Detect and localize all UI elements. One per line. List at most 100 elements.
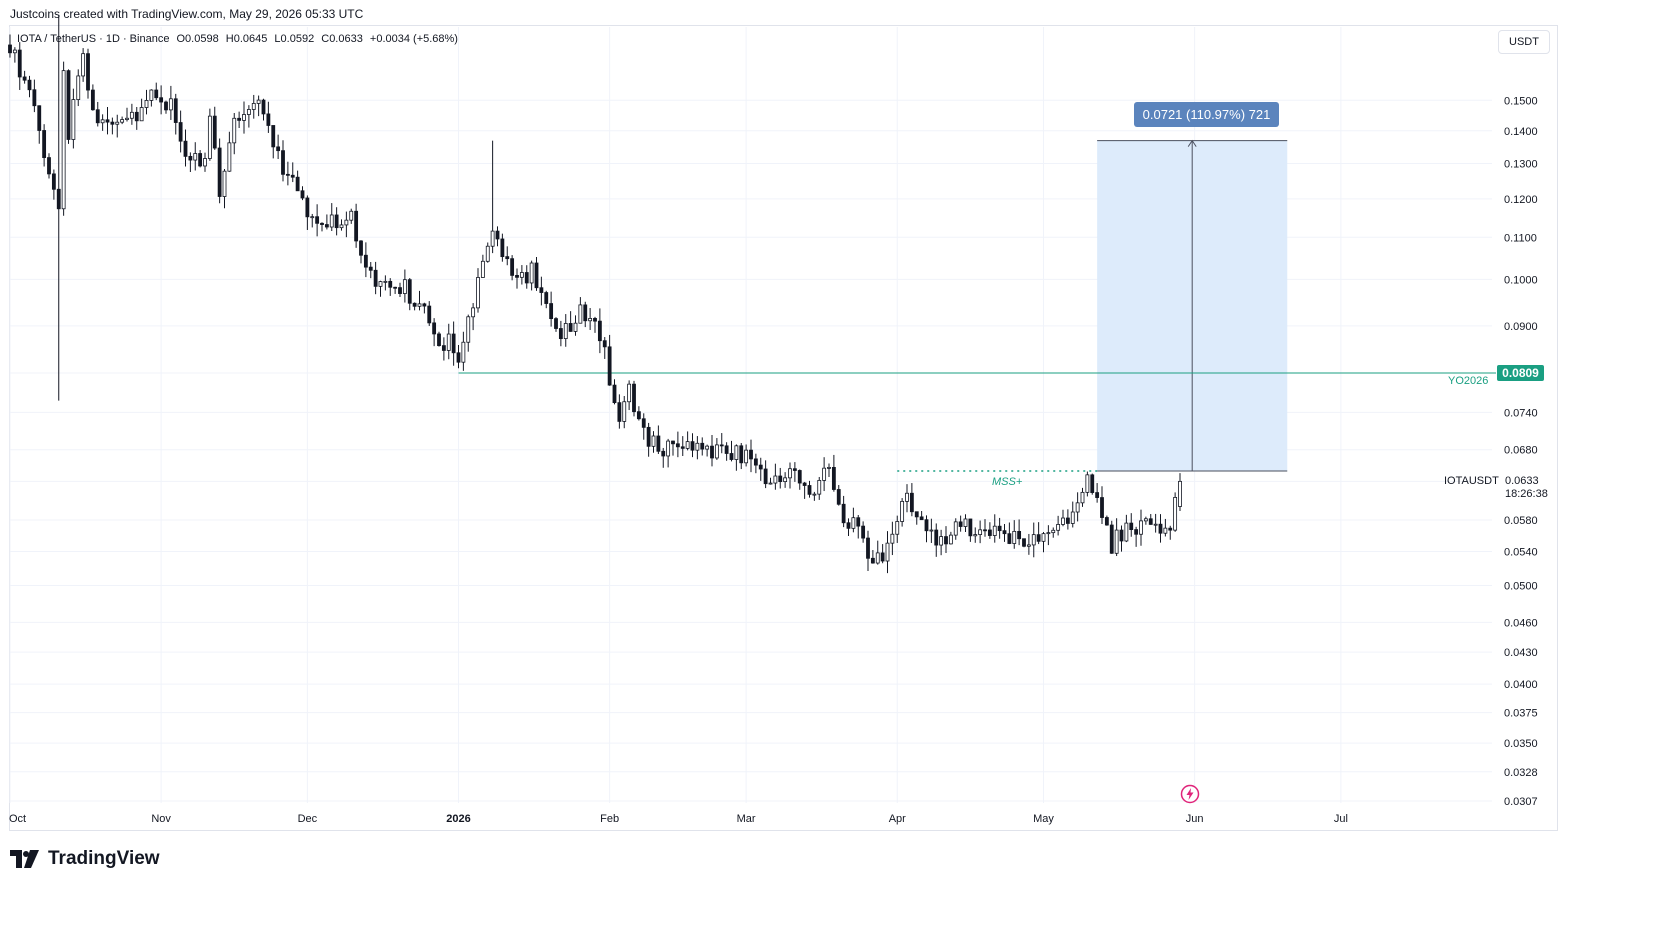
candle-down[interactable]: [42, 130, 47, 158]
candle-down[interactable]: [456, 352, 461, 363]
candle-up[interactable]: [685, 441, 690, 449]
candle-down[interactable]: [958, 521, 963, 527]
candle-down[interactable]: [164, 101, 168, 111]
candle-down[interactable]: [524, 272, 529, 284]
candle-up[interactable]: [817, 480, 822, 495]
candle-down[interactable]: [320, 222, 324, 225]
candle-up[interactable]: [953, 521, 958, 536]
candle-down[interactable]: [558, 328, 563, 340]
candle-down[interactable]: [290, 174, 295, 178]
candle-up[interactable]: [948, 534, 953, 545]
candle-up[interactable]: [1031, 534, 1036, 546]
measure-result-badge[interactable]: 0.0721 (110.97%) 721: [1134, 102, 1279, 127]
candle-down[interactable]: [451, 333, 456, 354]
candle-up[interactable]: [256, 99, 261, 104]
candle-down[interactable]: [105, 119, 110, 123]
candle-down[interactable]: [173, 98, 178, 123]
candle-up[interactable]: [1085, 474, 1090, 493]
candle-up[interactable]: [222, 170, 227, 197]
candle-up[interactable]: [1046, 532, 1051, 535]
candle-down[interactable]: [281, 150, 285, 175]
candle-up[interactable]: [232, 117, 237, 144]
candle-down[interactable]: [432, 322, 437, 335]
candle-down[interactable]: [334, 214, 339, 229]
candle-down[interactable]: [797, 470, 802, 484]
candle-up[interactable]: [827, 467, 831, 469]
candle-down[interactable]: [17, 49, 22, 78]
candle-up[interactable]: [1061, 517, 1065, 525]
candle-down[interactable]: [656, 435, 661, 452]
candle-down[interactable]: [778, 475, 783, 483]
candle-up[interactable]: [349, 210, 354, 221]
candle-down[interactable]: [510, 258, 515, 276]
candle-up[interactable]: [12, 49, 17, 54]
candle-down[interactable]: [719, 444, 724, 447]
candle-down[interactable]: [534, 262, 539, 289]
candle-down[interactable]: [1134, 529, 1139, 535]
candle-down[interactable]: [1007, 533, 1012, 544]
candle-up[interactable]: [1075, 502, 1080, 513]
candle-down[interactable]: [271, 125, 276, 148]
candle-down[interactable]: [188, 155, 193, 161]
candle-down[interactable]: [593, 318, 597, 322]
candle-down[interactable]: [1148, 518, 1153, 525]
candle-down[interactable]: [427, 305, 432, 324]
candle-down[interactable]: [183, 140, 188, 157]
candle-down[interactable]: [315, 216, 320, 224]
candle-up[interactable]: [1070, 511, 1075, 524]
candle-down[interactable]: [217, 147, 222, 197]
candle-up[interactable]: [822, 467, 827, 481]
candle-up[interactable]: [339, 224, 344, 229]
candle-down[interactable]: [856, 517, 861, 527]
candle-up[interactable]: [203, 158, 207, 167]
candle-down[interactable]: [861, 525, 866, 539]
candle-down[interactable]: [154, 89, 159, 99]
candle-down[interactable]: [159, 97, 164, 103]
candle-up[interactable]: [310, 216, 315, 219]
candle-up[interactable]: [1026, 544, 1031, 547]
candle-down[interactable]: [641, 418, 646, 428]
candle-down[interactable]: [914, 511, 919, 518]
candle-up[interactable]: [895, 521, 900, 535]
candle-up[interactable]: [875, 552, 880, 564]
candle-down[interactable]: [1002, 530, 1007, 535]
candle-down[interactable]: [944, 536, 948, 545]
candle-down[interactable]: [32, 89, 37, 107]
candle-up[interactable]: [329, 214, 334, 228]
candle-up[interactable]: [666, 440, 671, 457]
candle-up[interactable]: [378, 281, 383, 287]
candle-up[interactable]: [61, 70, 66, 210]
candle-up[interactable]: [81, 53, 86, 77]
candle-down[interactable]: [8, 44, 12, 54]
candle-down[interactable]: [388, 280, 393, 288]
candle-down[interactable]: [646, 426, 651, 447]
candle-down[interactable]: [363, 254, 368, 268]
candle-up[interactable]: [1051, 529, 1056, 534]
candle-down[interactable]: [422, 303, 427, 307]
candle-up[interactable]: [627, 383, 632, 403]
candle-up[interactable]: [1041, 533, 1046, 542]
candle-up[interactable]: [651, 435, 656, 447]
candle-down[interactable]: [729, 453, 734, 460]
candle-down[interactable]: [602, 340, 607, 348]
candle-up[interactable]: [120, 119, 125, 123]
candle-down[interactable]: [1017, 530, 1022, 540]
candle-down[interactable]: [802, 482, 807, 486]
candle-up[interactable]: [1139, 520, 1143, 535]
candle-down[interactable]: [134, 111, 139, 122]
candle-up[interactable]: [939, 536, 944, 546]
candle-up[interactable]: [149, 89, 154, 101]
candle-up[interactable]: [992, 525, 997, 536]
candle-up[interactable]: [1153, 523, 1158, 526]
candle-down[interactable]: [1095, 492, 1100, 498]
candle-up[interactable]: [1178, 480, 1182, 507]
candle-down[interactable]: [393, 286, 398, 289]
candle-down[interactable]: [870, 557, 875, 564]
candle-down[interactable]: [880, 552, 885, 562]
candle-down[interactable]: [1158, 523, 1163, 534]
candle-down[interactable]: [1090, 474, 1095, 493]
candle-up[interactable]: [905, 492, 909, 502]
candle-down[interactable]: [539, 287, 544, 293]
candle-down[interactable]: [997, 525, 1002, 532]
